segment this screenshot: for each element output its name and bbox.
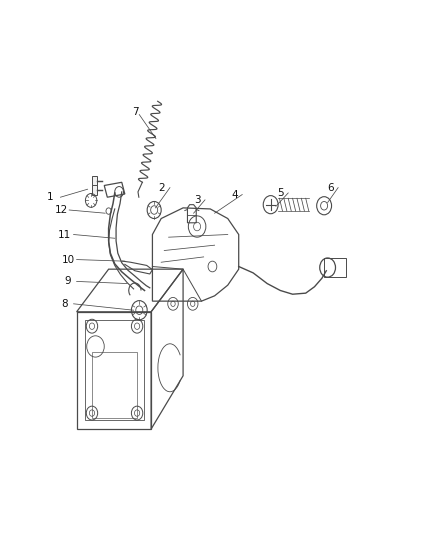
Text: 12: 12: [55, 205, 68, 215]
Text: 5: 5: [277, 188, 284, 198]
Text: 8: 8: [61, 299, 68, 309]
Text: 4: 4: [231, 190, 238, 199]
Polygon shape: [92, 176, 97, 186]
Text: 10: 10: [61, 255, 74, 264]
Text: 11: 11: [58, 230, 71, 239]
Text: 3: 3: [194, 195, 201, 205]
Text: 9: 9: [64, 277, 71, 286]
Text: 7: 7: [132, 107, 139, 117]
Text: 2: 2: [158, 183, 165, 192]
Polygon shape: [92, 185, 97, 195]
Text: 6: 6: [327, 183, 334, 192]
Text: 1: 1: [47, 192, 54, 202]
